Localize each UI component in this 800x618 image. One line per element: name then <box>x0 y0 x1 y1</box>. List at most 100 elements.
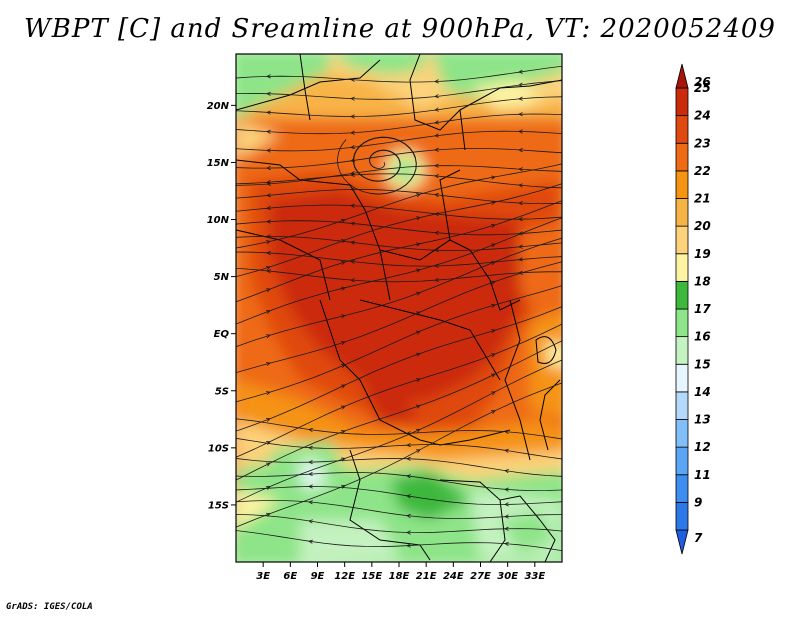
streamline-arrow <box>566 303 570 306</box>
streamline-arrow <box>265 417 271 422</box>
colorbar-bin <box>675 446 689 476</box>
streamline-arrow <box>518 244 523 249</box>
streamline <box>236 418 562 440</box>
lat-tick-label: EQ <box>214 329 230 340</box>
lon-tick-label: 24E <box>443 571 464 582</box>
streamline-arrow <box>266 219 271 224</box>
streamline-arrow <box>518 112 523 117</box>
streamline-arrow <box>490 243 496 248</box>
lat-tick-label: 5N <box>214 272 230 283</box>
streamline-arrow <box>518 167 523 172</box>
streamline-arrow <box>415 352 421 357</box>
streamline-arrow <box>566 197 570 200</box>
streamline-arrow <box>308 539 313 544</box>
streamline <box>236 261 562 374</box>
streamline-arrow <box>518 201 523 206</box>
colorbar-label: 17 <box>694 302 711 316</box>
streamline <box>236 267 562 283</box>
streamline-arrow <box>266 193 271 198</box>
colorbar-bin <box>675 419 689 448</box>
streamline-arrow <box>416 216 421 221</box>
colorbar-label: 14 <box>694 385 711 399</box>
colorbar-label: 7 <box>694 531 703 545</box>
streamline-arrow <box>340 239 346 244</box>
streamline-arrow <box>350 145 355 150</box>
streamline <box>236 306 562 432</box>
colorbar-bin <box>675 198 689 227</box>
streamline <box>236 382 562 528</box>
colorbar-label: 13 <box>694 413 711 427</box>
streamline-arrow <box>490 303 496 308</box>
streamline-arrow <box>341 314 346 319</box>
streamline-arrow <box>566 259 570 262</box>
streamline-arrow <box>434 174 439 179</box>
lat-tick-label: 10N <box>207 215 230 226</box>
vortex-streamline <box>336 137 417 195</box>
streamline-arrow <box>308 427 313 432</box>
streamline-arrow <box>340 364 346 369</box>
colorbar-label: 12 <box>694 440 711 454</box>
streamline-arrow <box>434 133 439 138</box>
streamline-arrow <box>341 286 346 291</box>
streamline-arrow <box>490 391 496 396</box>
lat-tick-label: 5S <box>215 386 229 397</box>
streamline-arrow <box>434 107 439 112</box>
lon-tick-label: 27E <box>470 571 491 582</box>
streamline-arrow <box>406 456 411 461</box>
streamline-arrow <box>490 280 496 285</box>
streamline-arrow <box>265 462 271 467</box>
streamline-arrow <box>434 147 439 152</box>
colorbar-bin <box>675 142 689 172</box>
colorbar-bin <box>675 308 689 338</box>
colorbar-label: 20 <box>694 219 711 233</box>
colorbar-bin <box>675 474 689 503</box>
streamline-arrow <box>266 180 271 185</box>
colorbar-label: 9 <box>694 495 702 509</box>
streamline-arrow <box>266 74 271 79</box>
streamline <box>236 113 562 135</box>
colorbar-bin <box>675 253 689 282</box>
streamline <box>236 217 562 325</box>
lat-tick-label: 15S <box>208 500 229 511</box>
streamline-arrow <box>340 405 346 410</box>
streamline-arrow <box>504 514 509 519</box>
streamline-arrow <box>266 129 271 134</box>
streamline <box>236 147 562 169</box>
streamline <box>236 65 562 83</box>
colorbar-bin <box>675 87 689 117</box>
streamline-arrow <box>350 171 355 176</box>
streamline-arrow <box>266 91 271 96</box>
colorbar-label: 19 <box>694 247 711 261</box>
streamline-arrow <box>350 96 355 101</box>
lon-tick-label: 30E <box>497 571 518 582</box>
streamline-arrow <box>308 484 313 489</box>
streamline-arrow <box>406 543 411 548</box>
streamline <box>236 340 562 481</box>
streamline-arrow <box>350 114 355 119</box>
streamlines <box>236 65 570 552</box>
colorbar-label: 22 <box>694 164 711 178</box>
streamline-arrow <box>265 361 271 367</box>
streamline <box>236 204 562 220</box>
streamline-arrow <box>350 240 355 245</box>
colorbar-label: 16 <box>694 330 711 344</box>
streamline-arrow <box>350 203 355 208</box>
country-boundaries <box>236 54 562 562</box>
streamline <box>236 514 562 534</box>
streamline <box>236 189 562 205</box>
lon-tick-label: 33E <box>524 571 545 582</box>
streamline-arrow <box>340 261 346 266</box>
streamline-arrow <box>434 163 439 168</box>
streamline <box>236 173 562 189</box>
lon-tick-label: 21E <box>416 571 437 582</box>
colorbar-bin <box>675 63 689 89</box>
streamline-arrow <box>308 519 313 524</box>
streamline-arrow <box>265 334 271 339</box>
streamline <box>236 359 562 503</box>
streamline-arrow <box>406 494 411 499</box>
streamline <box>236 251 562 267</box>
streamline <box>236 163 562 249</box>
colorbar-bin <box>675 501 689 531</box>
